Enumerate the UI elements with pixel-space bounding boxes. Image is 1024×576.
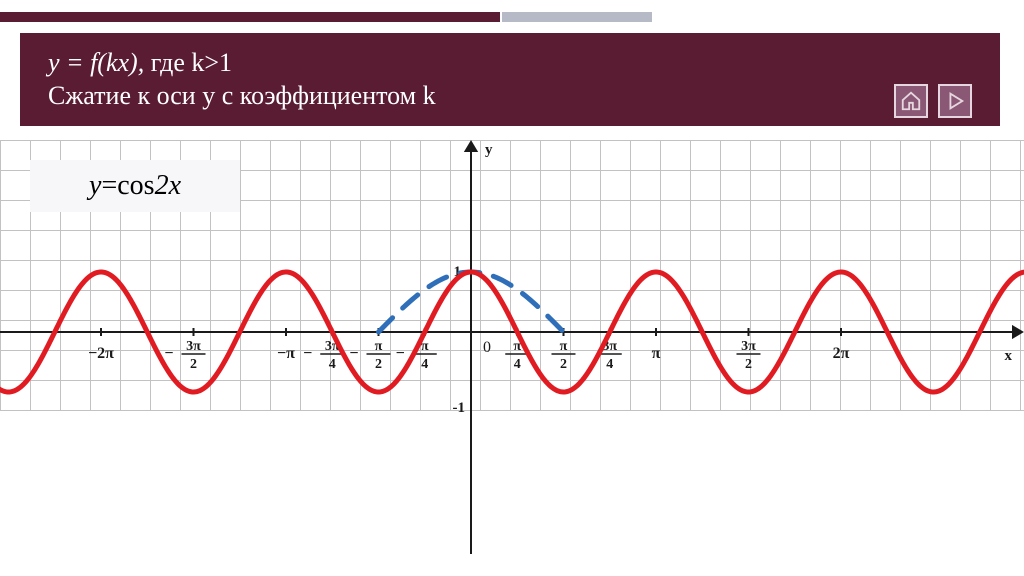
svg-text:4: 4 (329, 357, 336, 372)
svg-text:4: 4 (421, 357, 428, 372)
svg-text:−π: −π (277, 345, 295, 362)
header-line-1-tail: где k>1 (151, 48, 232, 77)
accent-bar (654, 12, 1024, 22)
accent-bar (502, 12, 652, 22)
svg-text:−2π: −2π (88, 345, 114, 362)
svg-text:4: 4 (514, 357, 521, 372)
svg-text:π: π (375, 339, 383, 354)
svg-text:2: 2 (190, 357, 197, 372)
svg-text:3π: 3π (741, 339, 756, 354)
svg-text:2: 2 (745, 357, 752, 372)
formula-y: y (89, 170, 101, 202)
nav-icons (894, 84, 972, 118)
header-line-1: y = f(kx), где k>1 (48, 47, 972, 80)
header-line-2: Сжатие к оси y с коэффициентом k (48, 80, 972, 113)
formula-arg: 2x (155, 170, 181, 202)
slide-header: y = f(kx), где k>1 Сжатие к оси y с коэф… (20, 33, 1000, 126)
svg-text:−: − (349, 345, 358, 362)
svg-text:2: 2 (560, 357, 567, 372)
svg-text:−: − (303, 345, 312, 362)
play-icon[interactable] (938, 84, 972, 118)
svg-text:-1: -1 (453, 400, 466, 416)
formula-fn: cos (117, 170, 154, 202)
svg-text:π: π (560, 339, 568, 354)
svg-text:π: π (652, 345, 661, 362)
header-line-1-math: y = f(kx), (48, 48, 151, 77)
svg-text:3π: 3π (186, 339, 201, 354)
svg-text:4: 4 (606, 357, 613, 372)
svg-text:−: − (164, 345, 173, 362)
svg-text:2: 2 (375, 357, 382, 372)
svg-text:−: − (396, 345, 405, 362)
svg-text:0: 0 (483, 339, 491, 356)
top-accent-bars (0, 0, 1024, 30)
formula-box: y = cos 2x (30, 160, 240, 212)
accent-bar (0, 12, 500, 22)
formula-eq: = (101, 170, 117, 202)
svg-text:x: x (1005, 348, 1013, 364)
svg-text:y: y (485, 142, 493, 158)
home-icon[interactable] (894, 84, 928, 118)
svg-text:2π: 2π (833, 345, 850, 362)
